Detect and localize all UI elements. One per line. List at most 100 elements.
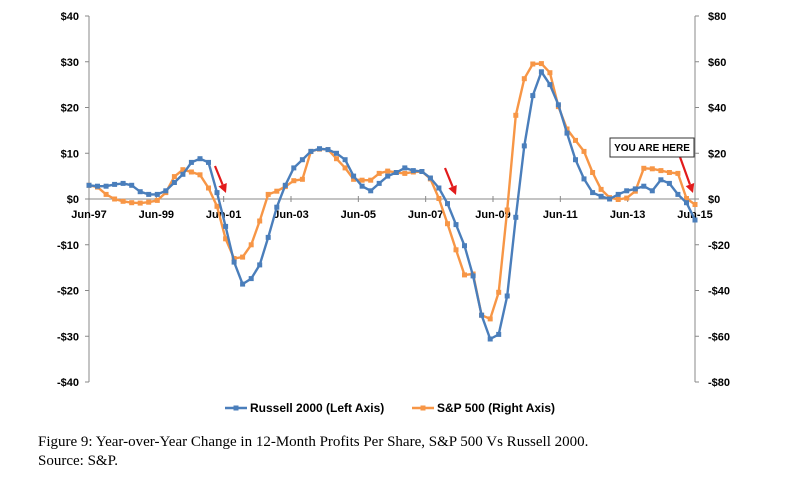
data-point <box>427 175 433 181</box>
data-point <box>180 171 186 177</box>
data-point <box>257 262 263 268</box>
legend-swatch-marker <box>233 405 239 411</box>
data-point <box>188 159 194 165</box>
left-tick-label: $0 <box>67 194 79 206</box>
arrow-shaft <box>213 165 224 186</box>
data-point <box>402 165 408 171</box>
data-point <box>496 331 502 337</box>
data-point <box>402 170 408 176</box>
right-tick-label: -$40 <box>708 286 730 298</box>
legend-label: S&P 500 (Right Axis) <box>437 401 555 415</box>
data-point <box>265 191 271 197</box>
data-point <box>598 186 604 192</box>
x-tick-label: Jun-03 <box>273 209 308 221</box>
data-point <box>615 197 621 202</box>
data-point <box>445 221 450 227</box>
arrow-shaft <box>678 156 691 185</box>
arrow-head <box>685 183 695 193</box>
right-tick-label: $20 <box>708 148 726 160</box>
data-point <box>590 170 596 175</box>
right-tick-label: $80 <box>708 11 726 23</box>
data-point <box>598 193 604 199</box>
data-point <box>675 170 681 176</box>
data-point <box>436 196 442 201</box>
data-point <box>658 168 664 174</box>
data-point <box>675 191 681 197</box>
data-point <box>487 336 493 342</box>
data-point <box>146 199 152 205</box>
data-point <box>120 198 126 204</box>
data-point <box>530 61 536 67</box>
data-point <box>240 281 246 287</box>
you-are-here-callout: YOU ARE HERE <box>609 137 695 158</box>
data-point <box>453 222 459 228</box>
series-group <box>86 61 698 342</box>
right-axis-ticks: $80 $60 $40 $20 $0 -$20 -$40 -$60 -$80 <box>695 11 730 389</box>
caption-line-2: Source: S&P. <box>38 453 119 469</box>
x-tick-label: Jun-13 <box>610 209 645 221</box>
data-point <box>248 242 254 248</box>
data-point <box>385 168 391 174</box>
data-point <box>513 112 519 118</box>
data-point <box>692 217 698 223</box>
data-point <box>462 243 467 249</box>
data-point <box>624 195 630 201</box>
data-point <box>137 189 143 195</box>
data-point <box>479 312 485 318</box>
data-point <box>171 180 177 185</box>
data-point <box>376 180 382 186</box>
data-point <box>214 203 220 209</box>
data-point <box>86 182 92 188</box>
data-point <box>308 148 314 154</box>
x-tick-label: Jun-15 <box>677 209 712 221</box>
data-point <box>342 157 348 163</box>
caption-line-1: Figure 9: Year-over-Year Change in 12-Mo… <box>38 434 589 450</box>
data-point <box>129 200 135 206</box>
data-point <box>684 200 689 206</box>
x-axis-ticks: Jun-97 Jun-99 Jun-01 Jun-03 Jun-05 Jun-07 Jun-… <box>71 196 713 221</box>
data-point <box>146 191 152 197</box>
data-point <box>462 272 467 278</box>
data-point <box>325 147 331 153</box>
x-tick-label: Jun-05 <box>341 209 376 221</box>
data-point <box>649 166 655 172</box>
left-tick-label: $30 <box>61 57 79 69</box>
sp500-series <box>86 61 698 322</box>
data-point <box>171 174 177 180</box>
data-point <box>513 214 519 220</box>
data-point <box>504 293 510 299</box>
legend-label: Russell 2000 (Left Axis) <box>250 401 384 415</box>
data-point <box>188 169 194 175</box>
legend-item: Russell 2000 (Left Axis) <box>225 401 384 415</box>
data-point <box>538 69 544 75</box>
data-point <box>470 273 476 279</box>
data-point <box>154 197 160 203</box>
left-tick-label: -$40 <box>57 377 79 389</box>
callout-box <box>609 137 695 158</box>
data-point <box>615 191 621 197</box>
series-line <box>88 62 696 321</box>
arrow-shaft <box>443 167 454 188</box>
data-point <box>282 182 288 188</box>
data-point <box>666 170 672 175</box>
right-tick-label: -$80 <box>708 377 730 389</box>
data-point <box>496 289 502 295</box>
data-point <box>240 254 246 260</box>
data-point <box>538 61 544 67</box>
data-point <box>265 234 271 240</box>
data-point <box>95 183 100 189</box>
data-point <box>214 190 220 196</box>
data-point <box>581 148 587 154</box>
data-point <box>248 276 254 282</box>
data-point <box>103 191 109 197</box>
data-point <box>487 316 493 322</box>
data-point <box>419 169 425 174</box>
left-tick-label: -$20 <box>57 286 79 298</box>
x-tick-label: Jun-09 <box>475 209 510 221</box>
data-point <box>368 177 374 183</box>
data-point <box>607 196 613 202</box>
right-tick-label: $40 <box>708 103 726 115</box>
data-point <box>359 183 365 189</box>
data-point <box>692 202 698 207</box>
callout-text: YOU ARE HERE <box>614 143 690 154</box>
